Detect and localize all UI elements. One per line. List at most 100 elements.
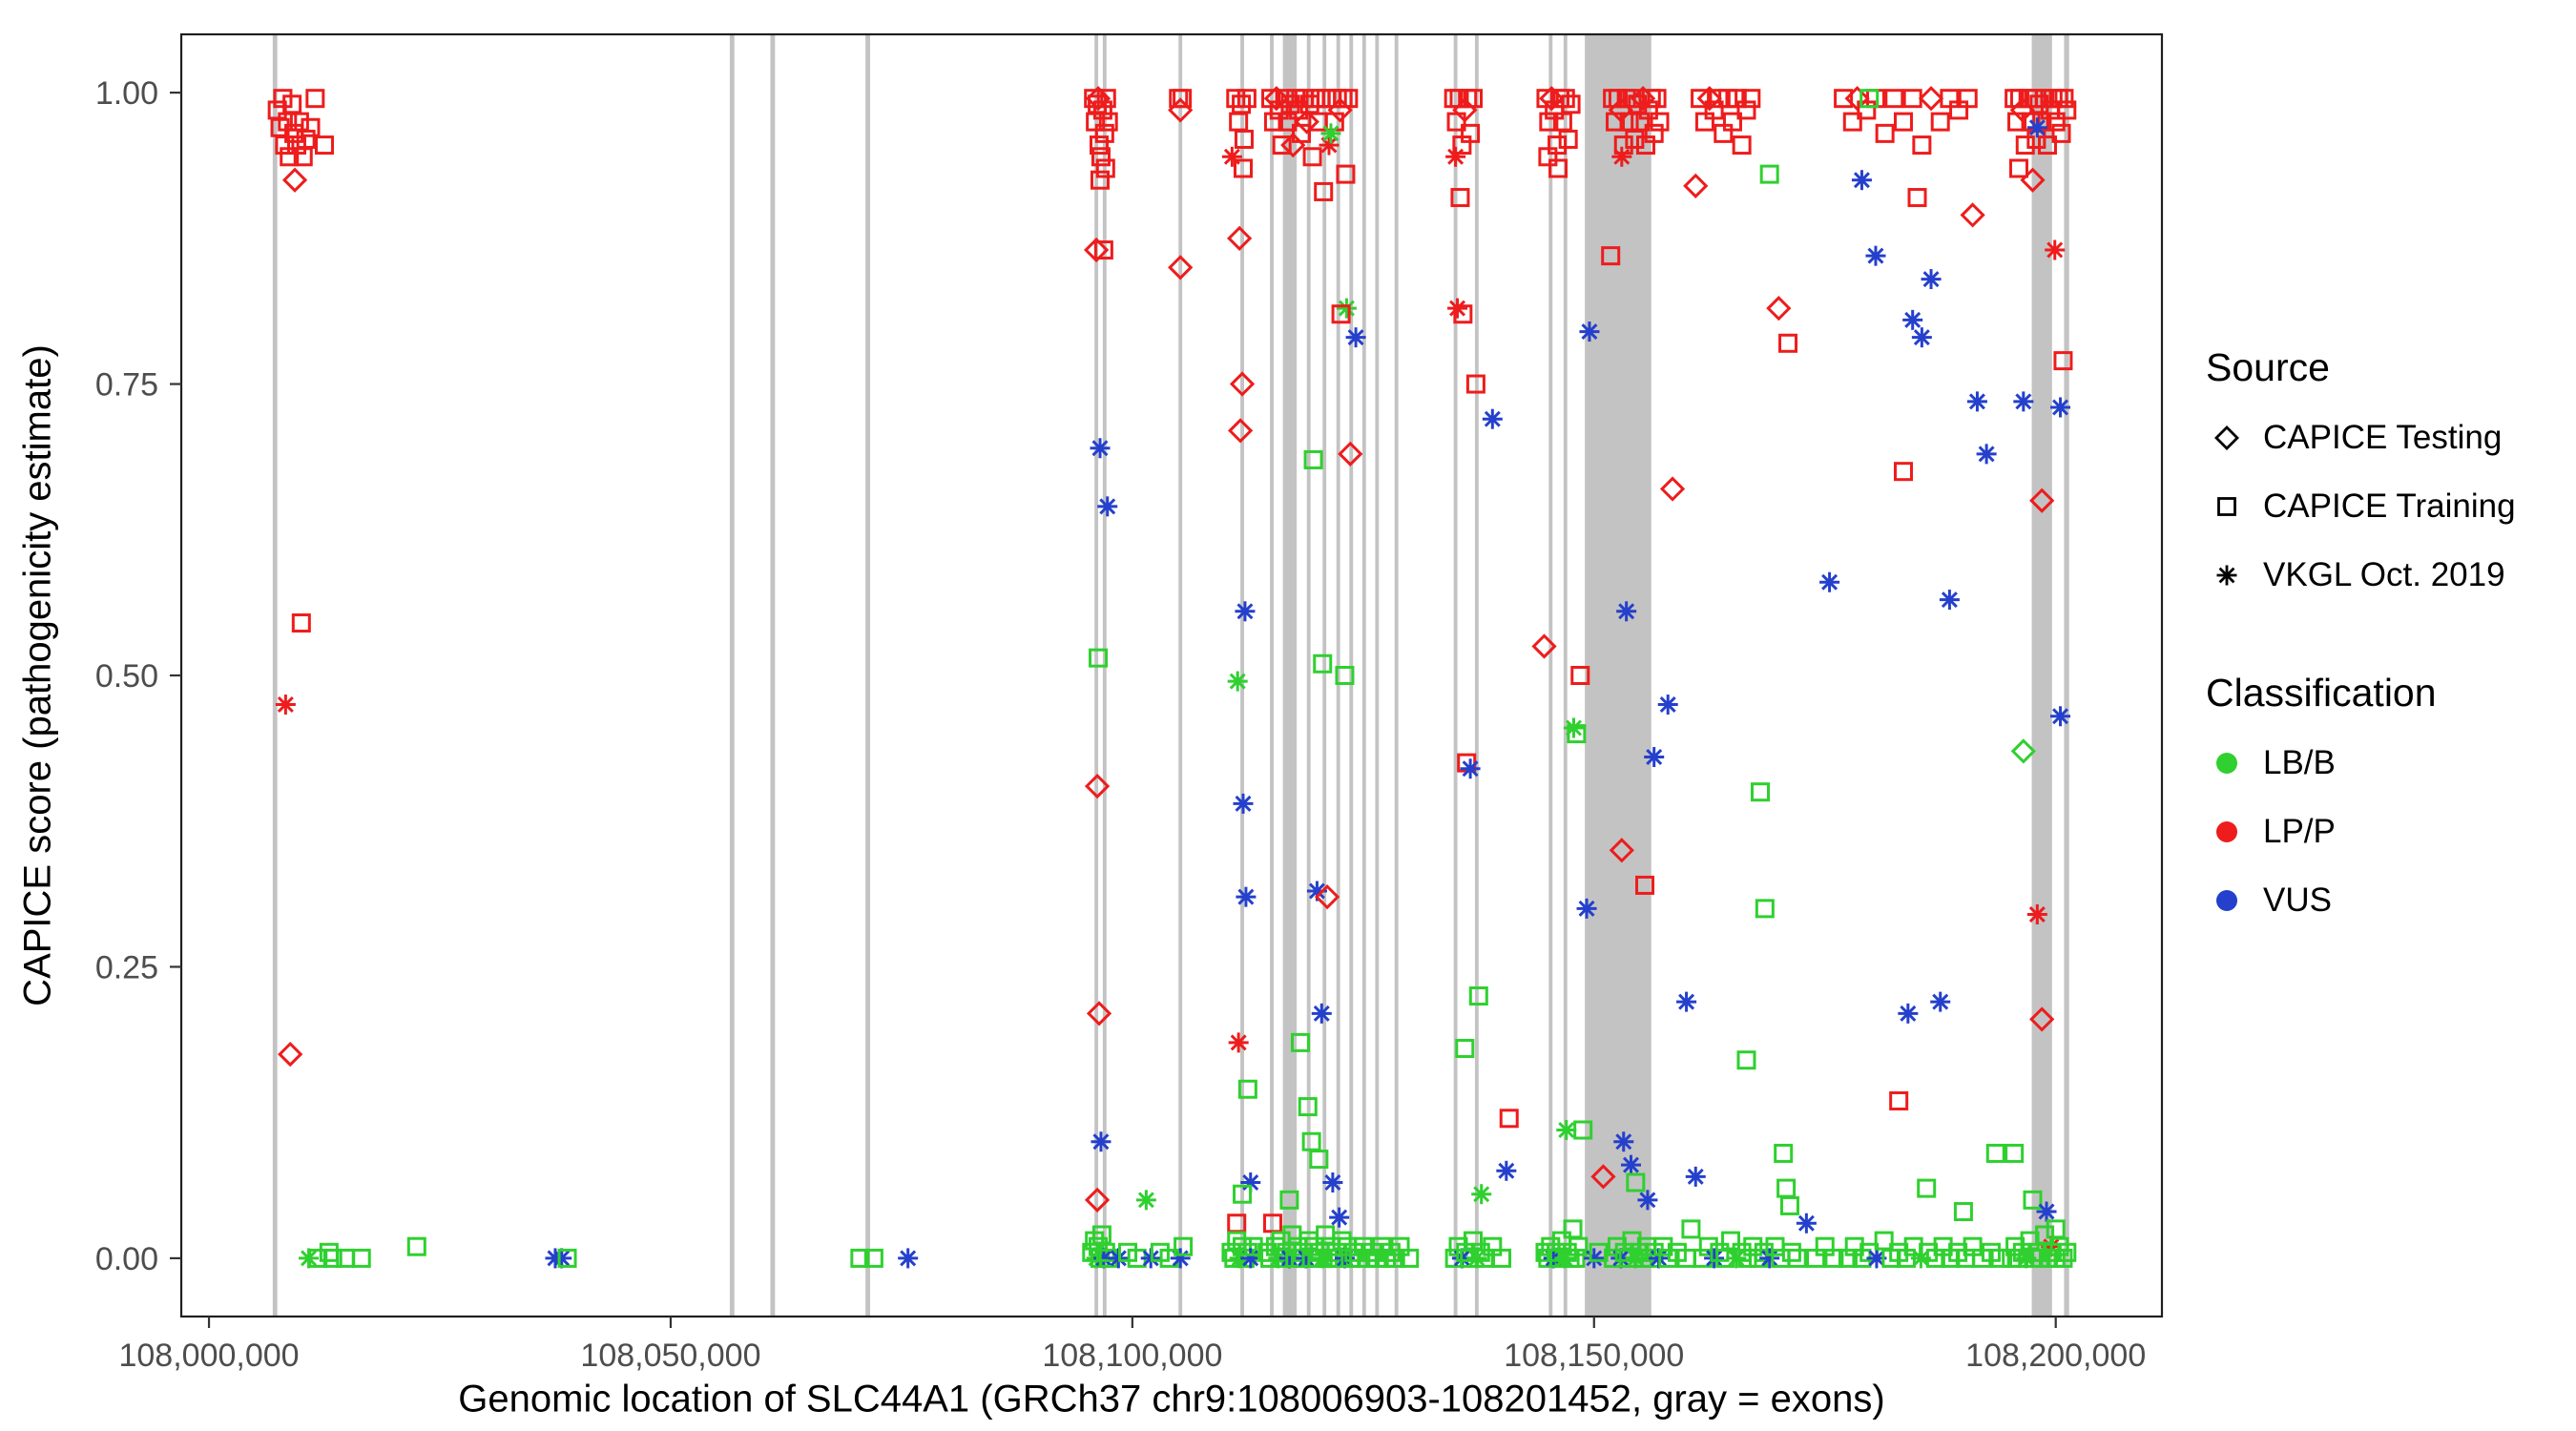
asterisk-marker bbox=[1586, 1250, 1603, 1267]
square-marker bbox=[406, 1236, 426, 1256]
square-marker bbox=[1759, 164, 1779, 184]
square-marker bbox=[2057, 100, 2077, 120]
exon-band bbox=[1361, 34, 1366, 1317]
diamond-marker bbox=[1683, 173, 1709, 198]
square-marker bbox=[1721, 1231, 1741, 1251]
asterisk-marker bbox=[1913, 329, 1930, 346]
exon-band bbox=[1270, 34, 1274, 1317]
square-marker bbox=[1824, 1248, 1844, 1268]
diamond-open-icon bbox=[2214, 425, 2239, 450]
asterisk-marker bbox=[1867, 247, 1884, 264]
asterisk-marker bbox=[1324, 1174, 1341, 1191]
square-marker bbox=[1455, 1038, 1475, 1058]
square-marker bbox=[1548, 158, 1568, 178]
diamond-marker bbox=[1227, 418, 1254, 444]
square-marker bbox=[1236, 89, 1257, 109]
square-marker bbox=[1551, 1231, 1571, 1251]
asterisk-marker bbox=[2052, 708, 2069, 725]
square-marker bbox=[1332, 1231, 1352, 1251]
asterisk-marker bbox=[1706, 1250, 1723, 1267]
legend-label-capice-training: CAPICE Training bbox=[2263, 487, 2516, 525]
panel-border bbox=[179, 32, 2164, 1318]
legend-source-title: Source bbox=[2206, 345, 2330, 389]
exon-band bbox=[1375, 34, 1380, 1317]
legend-classification-title: Classification bbox=[2206, 671, 2437, 715]
y-tick-label: 0.25 bbox=[95, 949, 158, 985]
asterisk-marker bbox=[1338, 300, 1355, 317]
asterisk-marker bbox=[1230, 1034, 1247, 1051]
square-marker bbox=[1930, 112, 1950, 132]
asterisk-marker bbox=[277, 696, 294, 714]
legend-item-lpp: LP/P bbox=[2206, 798, 2516, 866]
square-marker bbox=[2054, 89, 2074, 109]
square-marker bbox=[1450, 188, 1470, 208]
diamond-marker bbox=[1085, 86, 1111, 112]
asterisk-marker bbox=[1320, 136, 1338, 154]
square-marker bbox=[1468, 986, 1488, 1006]
x-axis-title: Genomic location of SLC44A1 (GRCh37 chr9… bbox=[458, 1378, 1885, 1421]
square-marker bbox=[296, 129, 316, 149]
diamond-marker bbox=[1609, 838, 1634, 863]
square-marker bbox=[1539, 112, 1559, 132]
diamond-marker bbox=[1531, 633, 1557, 659]
square-marker bbox=[1894, 112, 1914, 132]
exon-band bbox=[1178, 34, 1183, 1317]
circle-icon bbox=[2216, 821, 2237, 842]
circle-icon bbox=[2216, 753, 2237, 774]
square-marker bbox=[1094, 123, 1114, 143]
diamond-marker bbox=[1766, 296, 1792, 321]
square-marker bbox=[1314, 181, 1334, 201]
diamond-marker bbox=[1590, 1164, 1616, 1190]
square-marker bbox=[1859, 89, 1880, 109]
square-marker bbox=[557, 1248, 577, 1268]
square-marker bbox=[2005, 1143, 2025, 1163]
square-marker bbox=[1095, 158, 1115, 178]
diamond-marker bbox=[1168, 255, 1194, 280]
exon-band bbox=[2064, 34, 2069, 1317]
asterisk-marker bbox=[1473, 1186, 1490, 1203]
square-marker bbox=[1958, 89, 1978, 109]
square-marker bbox=[2217, 497, 2236, 516]
y-tick-label: 0.00 bbox=[95, 1241, 158, 1277]
asterisk-marker bbox=[1581, 323, 1598, 341]
square-marker bbox=[1691, 89, 1711, 109]
asterisk-marker bbox=[1941, 591, 1958, 609]
exon-band bbox=[2031, 34, 2052, 1317]
diamond-marker bbox=[1314, 884, 1340, 910]
asterisk-marker bbox=[1868, 1250, 1885, 1267]
diamond-marker bbox=[281, 167, 308, 193]
square-marker bbox=[1173, 89, 1193, 109]
square-marker bbox=[1732, 135, 1752, 156]
asterisk-marker bbox=[2218, 567, 2235, 584]
square-marker bbox=[1298, 1097, 1318, 1117]
square-marker bbox=[2023, 1190, 2043, 1210]
square-marker bbox=[1650, 112, 1670, 132]
square-marker bbox=[1779, 1195, 1799, 1215]
square-marker bbox=[1470, 1242, 1490, 1262]
square-marker bbox=[1461, 123, 1481, 143]
square-marker bbox=[1313, 653, 1333, 674]
square-marker bbox=[1902, 89, 1922, 109]
legend-item-capice-training: CAPICE Training bbox=[2206, 472, 2516, 541]
square-marker bbox=[1385, 1248, 1405, 1268]
asterisk-marker bbox=[1237, 888, 1255, 905]
square-marker bbox=[1567, 724, 1587, 744]
y-tick-label: 0.75 bbox=[95, 367, 158, 404]
square-marker bbox=[1842, 112, 1862, 132]
square-marker bbox=[1263, 112, 1283, 132]
diamond-marker bbox=[1696, 86, 1722, 112]
diamond-marker bbox=[1229, 371, 1256, 397]
square-marker bbox=[1778, 333, 1798, 353]
asterisk-marker bbox=[1978, 446, 1995, 463]
square-marker bbox=[1234, 158, 1254, 178]
asterisk-marker bbox=[1687, 1168, 1704, 1185]
legend-label-vkgl: VKGL Oct. 2019 bbox=[2263, 556, 2505, 593]
square-marker bbox=[1755, 899, 1775, 919]
square-marker bbox=[1093, 240, 1113, 260]
asterisk-marker bbox=[1235, 795, 1252, 812]
square-marker bbox=[2051, 123, 2071, 143]
asterisk-marker bbox=[1313, 1005, 1330, 1022]
asterisk-marker bbox=[1308, 882, 1325, 900]
diamond-marker bbox=[1083, 237, 1110, 263]
asterisk-marker bbox=[2015, 393, 2032, 410]
